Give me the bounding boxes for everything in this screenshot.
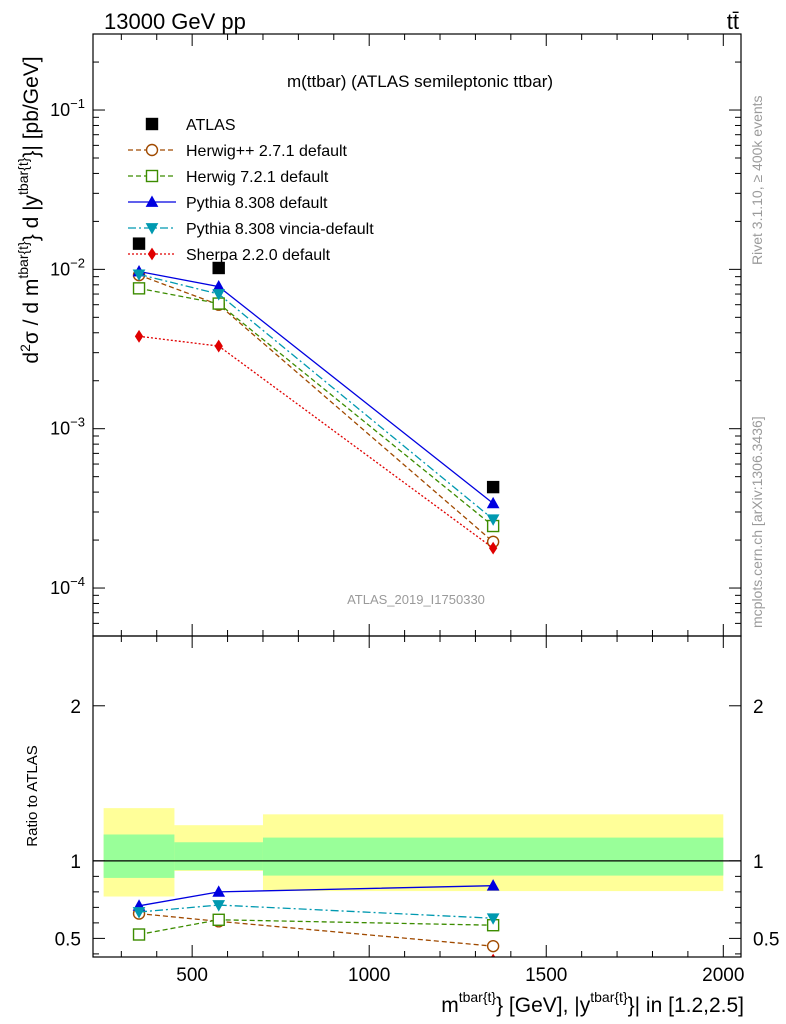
main-data-point (214, 339, 223, 353)
legend-item: ATLAS (145, 117, 236, 134)
main-data-point (486, 496, 500, 509)
ratio-y-tick-label-right: 2 (753, 697, 764, 718)
x-tick-label: 1500 (525, 965, 567, 986)
svg-text:d2σ / d mtbar{t}} d |ytbar{t}}: d2σ / d mtbar{t}} d |ytbar{t}}| [pb/GeV] (15, 56, 43, 363)
legend-item: Pythia 8.308 vincia-default (128, 221, 374, 238)
svg-text:mtbar{t}} [GeV], |ytbar{t}}| i: mtbar{t}} [GeV], |ytbar{t}}| in [1.2,2.5… (441, 989, 744, 1017)
ratio-y-tick-label-right: 0.5 (753, 929, 779, 950)
ratio-frame (92, 635, 742, 958)
legend-item: Herwig 7.2.1 default (128, 169, 329, 186)
ratio-data-point (132, 907, 146, 919)
main-series-line (138, 270, 494, 504)
main-data-point (486, 514, 500, 526)
uncertainty-band-inner (174, 842, 263, 871)
legend-marker (147, 247, 157, 261)
x-tick-label: 2000 (702, 965, 744, 986)
main-y-tick-label: 10−3 (50, 415, 85, 439)
main-data-point (212, 289, 226, 301)
energy-label: 13000 GeV pp (104, 9, 246, 34)
process-label: tt̄ (727, 9, 739, 34)
legend-marker (145, 143, 159, 157)
ratio-data-point (486, 879, 500, 891)
ratio-data-point (490, 953, 496, 957)
main-series-line (138, 287, 494, 527)
main-data-point (134, 329, 144, 343)
ratio-data-point (212, 885, 226, 897)
main-data-point (132, 269, 146, 281)
ratio-series-line (138, 919, 494, 936)
rivet-label: Rivet 3.1.10, ≥ 400k events (749, 95, 765, 265)
main-plot-area (132, 237, 500, 555)
ratio-series-line (138, 904, 494, 919)
legend-label: Herwig++ 2.7.1 default (186, 143, 348, 160)
legend-item: Sherpa 2.2.0 default (128, 247, 331, 264)
ratio-series-line (138, 912, 494, 947)
legend: ATLAS Herwig++ 2.7.1 default Herwig 7.2.1 … (128, 117, 374, 264)
main-data-point (132, 237, 146, 250)
main-series-line (138, 273, 494, 520)
ratio-data-point (486, 939, 500, 953)
main-y-tick-label: 10−2 (50, 255, 85, 279)
main-panel: 10−4 10−3 10−2 10−1 (50, 34, 741, 637)
main-data-point (486, 480, 500, 494)
x-tick-label: 500 (176, 965, 208, 986)
legend-label: ATLAS (186, 117, 236, 134)
legend-label: Pythia 8.308 vincia-default (186, 221, 374, 238)
ratio-data-point (486, 913, 500, 925)
mcplots-label: mcplots.cern.ch [arXiv:1306.3436] (749, 416, 765, 628)
ratio-panel: 0.5 0.5 1 1 2 2 500 1000 1500 2000 (55, 636, 779, 986)
legend-marker (145, 117, 159, 131)
ratio-plot-area (93, 808, 741, 976)
x-axis-label: mtbar{t}} [GeV], |ytbar{t}}| in [1.2,2.5… (441, 989, 744, 1017)
uncertainty-band-inner (262, 837, 724, 876)
ratio-data-point (132, 928, 146, 941)
analysis-id: ATLAS_2019_I1750330 (347, 592, 485, 607)
main-y-tick-label: 10−1 (50, 96, 85, 120)
plot-title: m(ttbar) (ATLAS semileptonic ttbar) (287, 72, 553, 91)
legend-item: Herwig++ 2.7.1 default (128, 143, 348, 160)
ratio-data-point (212, 913, 225, 926)
ratio-y-tick-label: 1 (70, 852, 81, 873)
x-tick-label: 1000 (348, 965, 390, 986)
uncertainty-band-inner (103, 834, 175, 878)
main-series-line (138, 274, 494, 543)
legend-label: Pythia 8.308 default (186, 195, 328, 212)
main-ylabel: d2σ / d mtbar{t}} d |ytbar{t}}| [pb/GeV] (15, 56, 43, 363)
legend-marker (145, 223, 159, 235)
ratio-ylabel: Ratio to ATLAS (24, 745, 41, 846)
legend-label: Sherpa 2.2.0 default (186, 247, 331, 264)
ratio-data-point (215, 962, 222, 973)
main-data-point (488, 541, 498, 555)
main-y-tick-label: 10−4 (50, 574, 85, 598)
main-data-point (132, 282, 146, 295)
legend-item: Pythia 8.308 default (128, 195, 328, 212)
legend-marker (145, 169, 159, 183)
legend-marker (145, 195, 159, 207)
ratio-y-tick-label: 2 (70, 697, 81, 718)
ratio-data-point (212, 900, 226, 912)
legend-label: Herwig 7.2.1 default (186, 169, 329, 186)
ratio-data-point (135, 965, 142, 976)
main-series-line (138, 335, 494, 549)
ratio-y-tick-label: 0.5 (55, 929, 81, 950)
ratio-y-tick-label-right: 1 (753, 852, 764, 873)
main-data-point (212, 261, 225, 275)
